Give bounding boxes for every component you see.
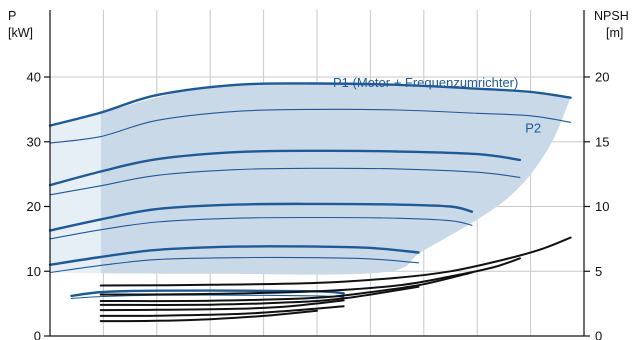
power-curve-p1-speed-2 xyxy=(48,149,522,187)
operating-region-extension xyxy=(50,112,101,274)
npsh-curve-speed-7 xyxy=(99,309,318,323)
left-tick-label: 0 xyxy=(34,329,41,340)
annotation-p2: P2 xyxy=(525,121,541,136)
right-tick-label: 5 xyxy=(595,264,602,279)
right-axis-title-line1: NPSH xyxy=(594,9,629,23)
npsh-curve-speed-6 xyxy=(99,305,345,317)
power-curve-p2-speed-2 xyxy=(49,167,521,196)
power-curve-p1-speed-3 xyxy=(48,202,474,232)
right-tick-label: 20 xyxy=(595,70,609,85)
right-tick-labels: 0 5 10 15 20 xyxy=(595,70,609,340)
left-tick-label: 30 xyxy=(27,134,41,149)
left-tick-labels: 0 10 20 30 40 xyxy=(27,70,41,340)
operating-region-fill xyxy=(100,82,571,275)
axes xyxy=(44,10,590,337)
right-tick-label: 15 xyxy=(595,134,609,149)
npsh-curve-speed-3 xyxy=(99,271,473,303)
power-curve-p2-speed-5 xyxy=(70,294,345,299)
power-curves xyxy=(48,82,572,299)
npsh-curve-speed-4 xyxy=(99,285,420,306)
operating-region xyxy=(50,82,571,275)
power-curve-p1-speed-4 xyxy=(48,245,420,266)
left-axis-title-line1: P xyxy=(8,9,16,23)
npsh-curve-speed-2 xyxy=(99,257,521,296)
right-tick-label: 10 xyxy=(595,199,609,214)
left-tick-label: 10 xyxy=(27,264,41,279)
right-tick-label: 0 xyxy=(595,329,602,340)
power-curve-p2-speed-1 xyxy=(49,108,572,144)
power-curve-p2-speed-3 xyxy=(49,216,473,240)
power-curve-p2-speed-4 xyxy=(49,256,420,274)
npsh-curve-speed-5 xyxy=(99,299,345,312)
left-tick-label: 40 xyxy=(27,70,41,85)
npsh-curve-speed-1 xyxy=(99,236,572,287)
annotation-p1: P1 (Motor + Frequenzumrichter) xyxy=(333,75,518,90)
left-tick-label: 20 xyxy=(27,199,41,214)
left-axis-title-line2: [kW] xyxy=(8,26,33,40)
right-axis-title-line2: [m] xyxy=(606,26,623,40)
npsh-curves xyxy=(99,236,572,323)
power-curve-p1-speed-1 xyxy=(48,82,572,127)
